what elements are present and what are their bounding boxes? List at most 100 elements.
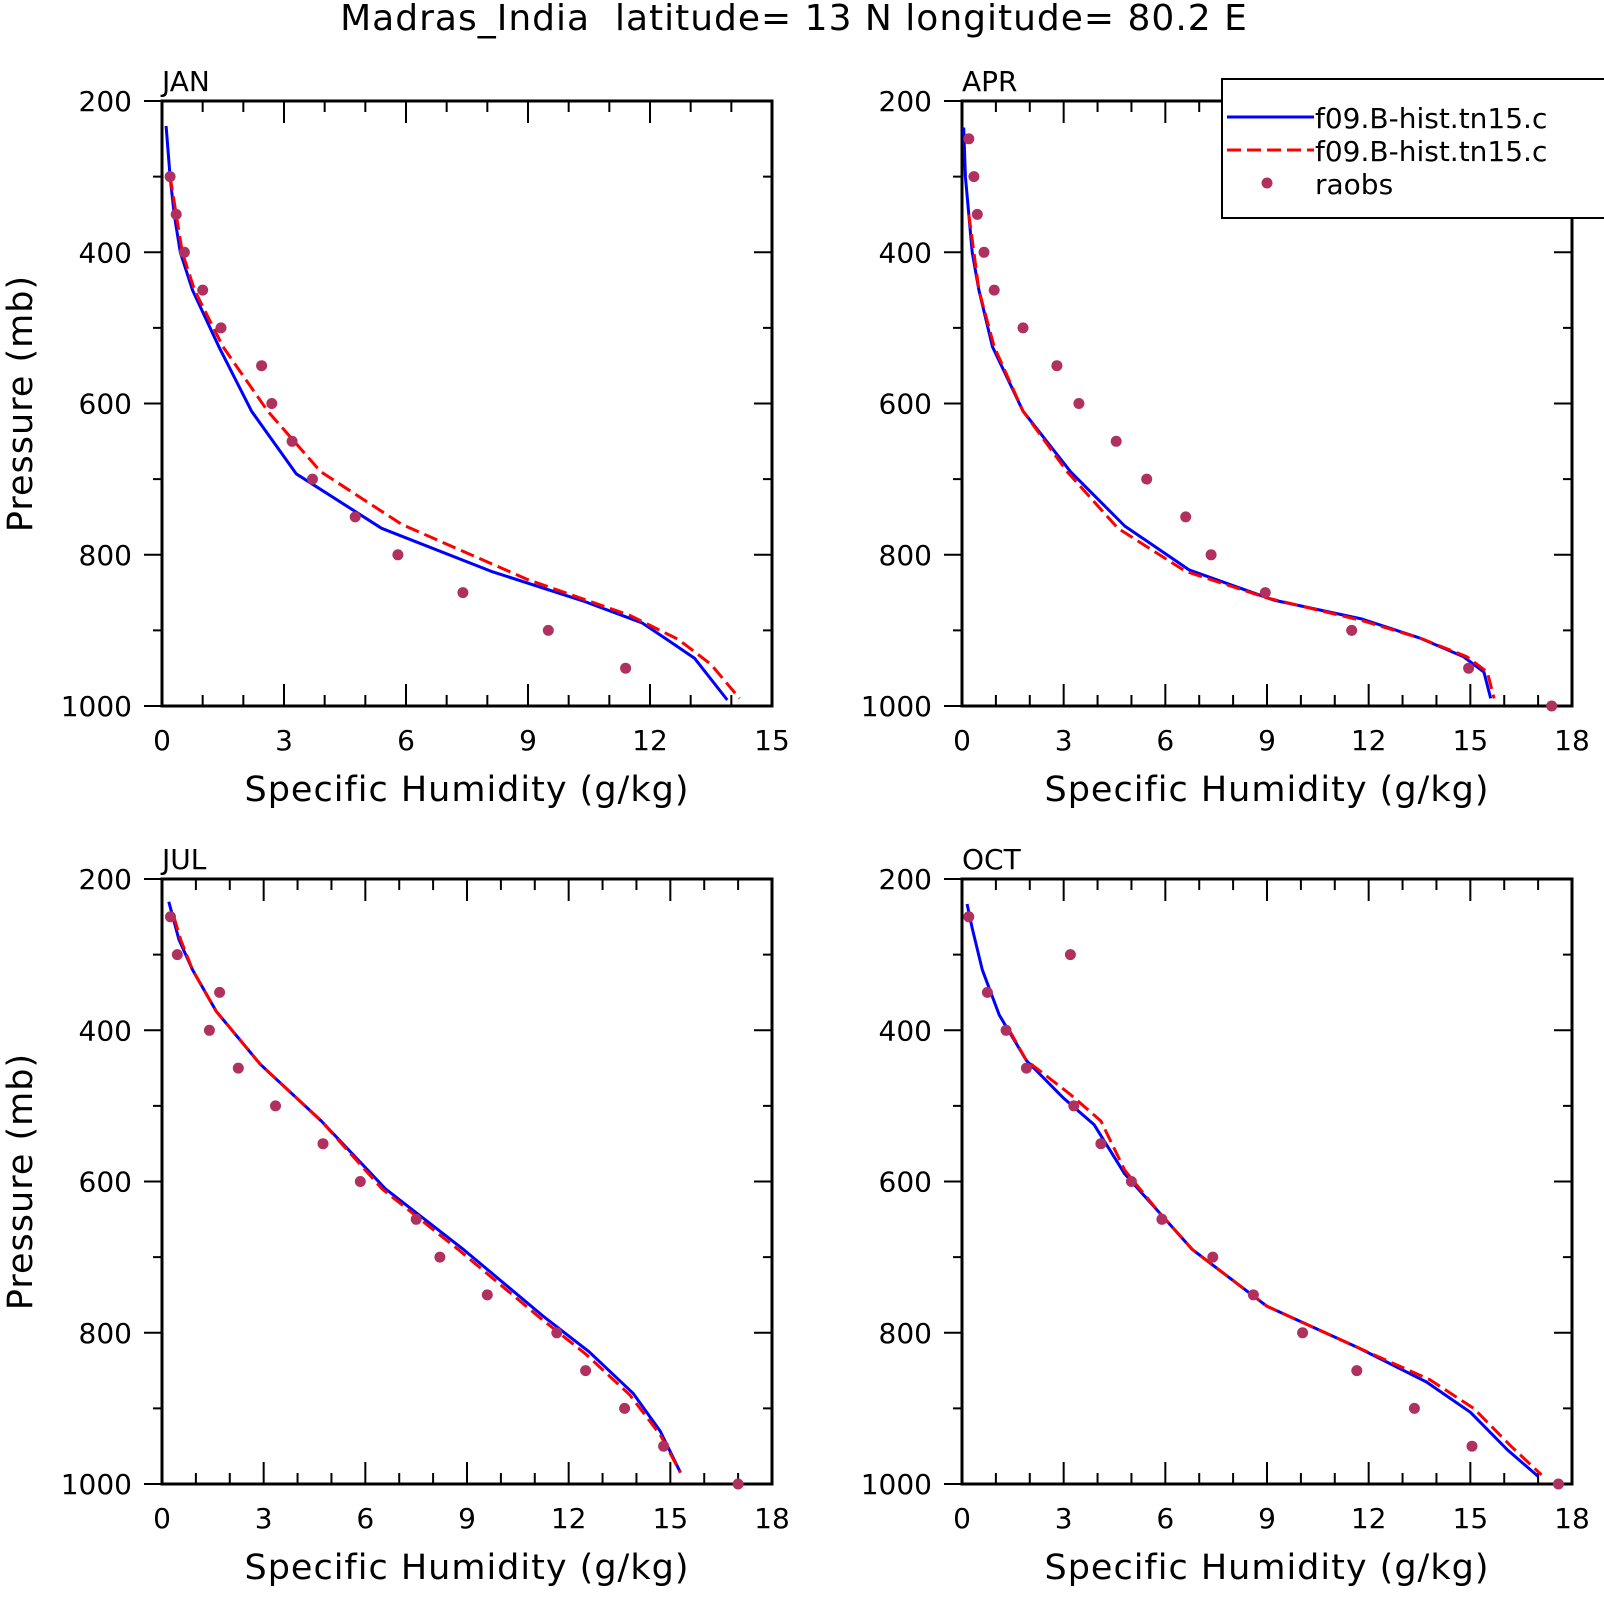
- raobs-point: [1020, 1062, 1032, 1074]
- y-axis-label: Pressure (mb): [1, 1053, 41, 1310]
- series-dashed-line: [967, 214, 1496, 699]
- x-tick-label: 9: [458, 1502, 476, 1535]
- raobs-point: [1156, 1213, 1168, 1225]
- y-tick-label: 400: [79, 1014, 132, 1047]
- raobs-point: [1259, 587, 1271, 599]
- x-tick-label: 6: [1156, 1502, 1174, 1535]
- x-tick-label: 0: [153, 724, 171, 757]
- y-axis-label: Pressure (mb): [1, 275, 41, 532]
- raobs-point: [457, 587, 469, 599]
- raobs-point: [968, 171, 980, 183]
- raobs-point: [732, 1478, 744, 1490]
- plot-frame: [960, 877, 1574, 1486]
- raobs-point: [978, 246, 990, 258]
- legend-raobs-marker: [1261, 177, 1273, 189]
- raobs-point: [658, 1440, 670, 1452]
- x-tick-label: 15: [754, 724, 790, 757]
- panel-title: JUL: [160, 843, 207, 876]
- raobs-point: [1205, 549, 1217, 561]
- panel-title: OCT: [962, 843, 1022, 876]
- raobs-point: [1180, 511, 1192, 523]
- panel-title: JAN: [160, 65, 210, 98]
- x-tick-label: 12: [1351, 1502, 1387, 1535]
- series-solid-line: [164, 125, 729, 701]
- series-dashed-line: [1008, 1029, 1543, 1476]
- y-tick-label: 1000: [61, 690, 132, 723]
- raobs-point: [354, 1176, 366, 1187]
- x-tick-label: 18: [1554, 724, 1590, 757]
- raobs-point: [165, 911, 176, 923]
- raobs-point: [580, 1365, 592, 1377]
- x-axis-label: Specific Humidity (g/kg): [245, 1548, 690, 1588]
- x-tick-label: 3: [1055, 724, 1073, 757]
- y-tick-label: 200: [879, 863, 932, 896]
- legend-label: f09.B-hist.tn15.c: [1315, 102, 1547, 135]
- raobs-point: [542, 624, 554, 636]
- x-axis-label: Specific Humidity (g/kg): [1045, 1548, 1490, 1588]
- x-tick-label: 18: [754, 1502, 790, 1535]
- raobs-point: [620, 662, 632, 674]
- raobs-point: [1073, 398, 1085, 409]
- raobs-point: [1051, 360, 1063, 372]
- raobs-point: [1017, 322, 1029, 334]
- series-solid-line: [965, 903, 1540, 1478]
- raobs-point: [619, 1402, 631, 1414]
- raobs-point: [988, 284, 1000, 296]
- raobs-point: [164, 171, 176, 183]
- legend-label: raobs: [1315, 168, 1393, 201]
- x-tick-label: 15: [1453, 1502, 1489, 1535]
- panel-jul: JUL 0 3 6 9 12 15 18 200 400 600 800 1000 Specific Hu…: [1, 843, 790, 1588]
- x-tick-label: 3: [1055, 1502, 1073, 1535]
- x-tick-label: 12: [632, 724, 668, 757]
- y-tick-label: 1000: [861, 690, 932, 723]
- x-tick-label: 9: [1258, 1502, 1276, 1535]
- raobs-point: [170, 208, 182, 220]
- figure-title: Madras_India latitude= 13 N longitude= 8…: [340, 0, 1248, 39]
- x-tick-label: 0: [953, 1502, 971, 1535]
- raobs-point: [286, 435, 298, 447]
- y-tick-label: 400: [879, 236, 932, 269]
- series-dashed-line: [168, 176, 741, 700]
- raobs-point: [215, 322, 227, 334]
- raobs-point: [1297, 1327, 1309, 1339]
- x-tick-label: 6: [356, 1502, 374, 1535]
- y-tick-label: 200: [879, 85, 932, 118]
- x-tick-label: 0: [953, 724, 971, 757]
- raobs-point: [1351, 1365, 1363, 1377]
- x-axis-label: Specific Humidity (g/kg): [1045, 770, 1490, 810]
- raobs-point: [963, 133, 975, 145]
- raobs-point: [203, 1024, 215, 1036]
- raobs-point: [1207, 1251, 1219, 1263]
- raobs-point: [1068, 1100, 1080, 1112]
- panel-apr: APR 0 3 6 9 12 15 18 200 400 600 800 1000 Specific Hu…: [861, 65, 1590, 810]
- raobs-point: [1125, 1176, 1137, 1187]
- series-dashed-line: [172, 916, 682, 1474]
- raobs-point: [307, 473, 318, 485]
- raobs-point: [171, 949, 183, 961]
- raobs-point: [1552, 1478, 1564, 1490]
- raobs-point: [232, 1062, 244, 1074]
- raobs-point: [551, 1327, 563, 1339]
- x-tick-label: 9: [519, 724, 537, 757]
- x-tick-label: 3: [275, 724, 293, 757]
- y-tick-label: 400: [79, 236, 132, 269]
- y-tick-label: 200: [79, 863, 132, 896]
- y-tick-label: 600: [79, 388, 132, 421]
- raobs-point: [256, 360, 268, 372]
- x-axis-label: Specific Humidity (g/kg): [245, 770, 690, 810]
- panel-oct: OCT 0 3 6 9 12 15 18 200 400 600 800 1000 Specific Hu…: [861, 843, 1590, 1588]
- raobs-point: [178, 246, 190, 258]
- y-tick-label: 200: [79, 85, 132, 118]
- raobs-point: [481, 1289, 493, 1301]
- raobs-point: [1247, 1289, 1259, 1301]
- x-tick-label: 3: [255, 1502, 273, 1535]
- raobs-point: [1000, 1024, 1012, 1036]
- raobs-point: [1110, 435, 1122, 447]
- plot-frame: [160, 877, 774, 1486]
- x-tick-label: 6: [397, 724, 415, 757]
- y-tick-label: 600: [79, 1166, 132, 1199]
- plot-frame: [160, 99, 774, 708]
- raobs-point: [1463, 662, 1475, 674]
